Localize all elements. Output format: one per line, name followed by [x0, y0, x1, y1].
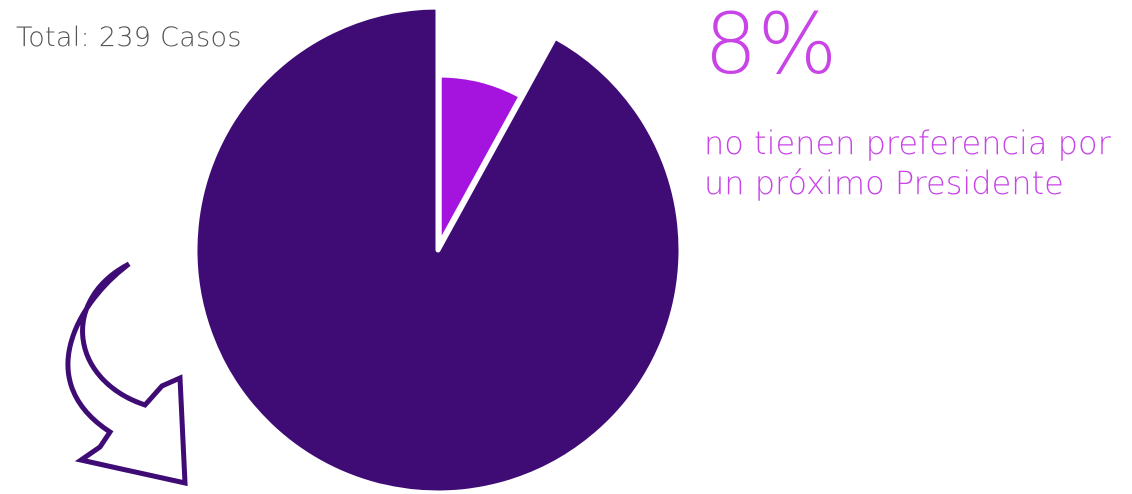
highlight-description-line-1: no tienen preferencia por: [704, 124, 1111, 162]
pie-slices: [192, 4, 684, 494]
highlight-percent: 8%: [704, 0, 838, 93]
curved-arrow-down-icon: [65, 261, 188, 487]
total-cases-label: Total: 239 Casos: [16, 22, 242, 53]
highlight-description-line-2: un próximo Presidente: [704, 163, 1064, 202]
pie-slice-1: [192, 4, 684, 494]
highlight-description: no tienen preferencia por un próximo Pre…: [704, 124, 1111, 203]
